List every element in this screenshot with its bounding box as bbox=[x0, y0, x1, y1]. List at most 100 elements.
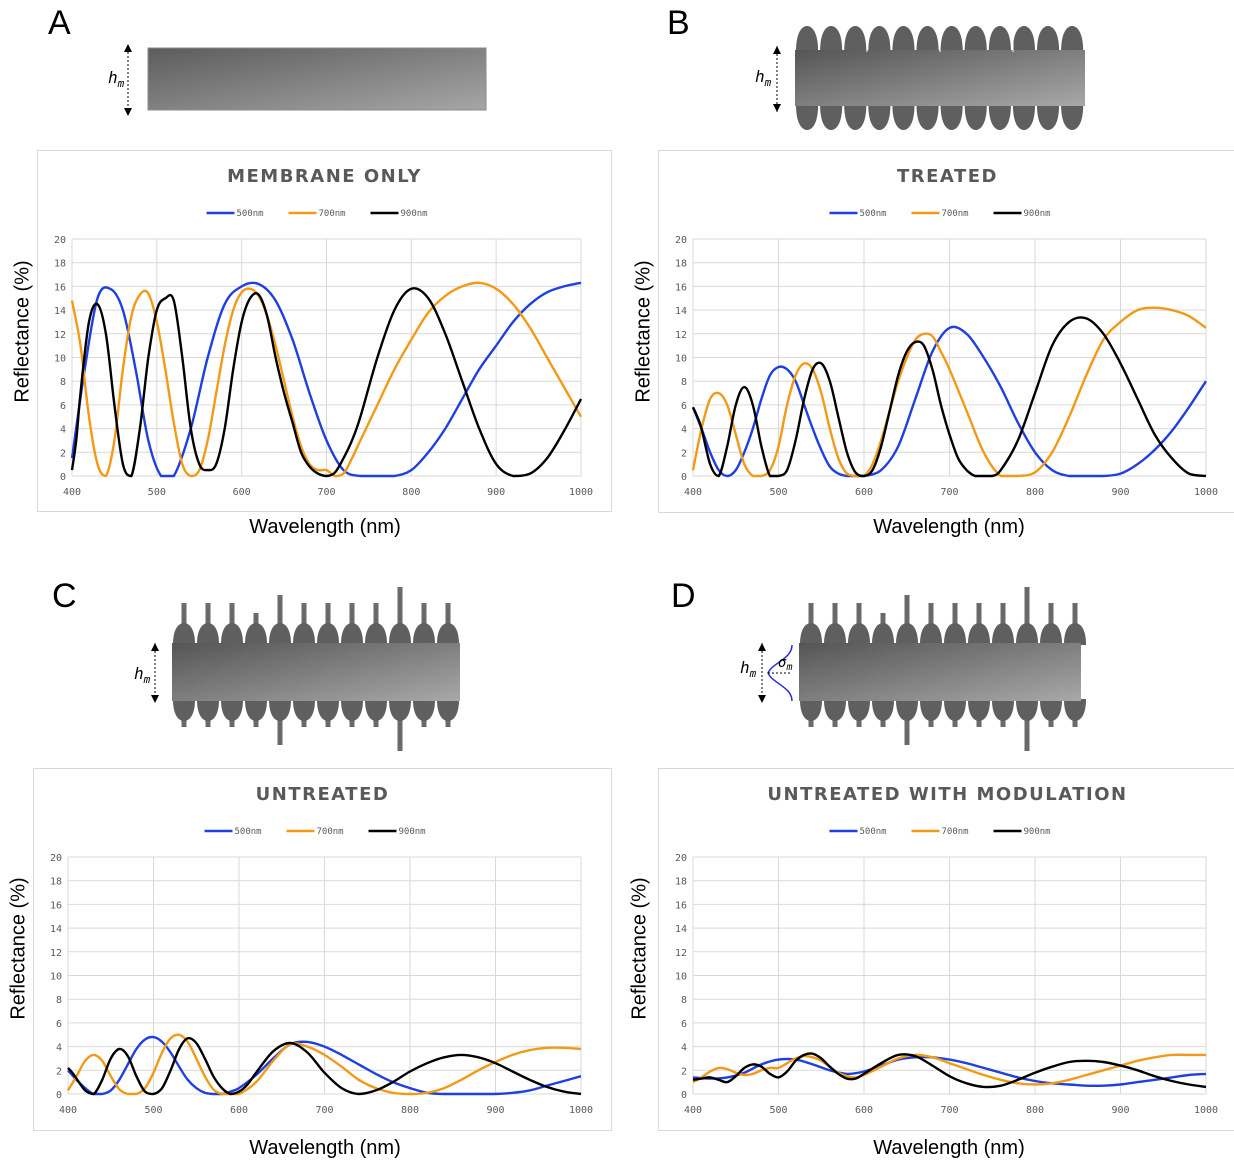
nanostructure-cap bbox=[220, 623, 244, 645]
x-tick-label: 500 bbox=[769, 1105, 787, 1116]
x-tick-label: 1000 bbox=[569, 487, 593, 498]
x-tick-label: 600 bbox=[233, 487, 251, 498]
nanostructure-cap bbox=[871, 699, 895, 721]
y-tick-label: 2 bbox=[681, 1066, 687, 1077]
nanostructure-cap bbox=[1015, 623, 1039, 645]
y-axis-label: Reflectance (%) bbox=[632, 260, 655, 403]
nanostructure-cap bbox=[847, 699, 871, 721]
nanostructure-cap bbox=[919, 699, 943, 721]
nanostructure-cap bbox=[940, 104, 963, 130]
legend: 500nm 700nm 900nm bbox=[829, 827, 1051, 837]
nanostructure-cap bbox=[412, 699, 436, 721]
y-tick-label: 12 bbox=[675, 330, 687, 341]
nanostructure-cap bbox=[1036, 104, 1060, 130]
nanopillar bbox=[904, 595, 910, 625]
legend-label: 500nm bbox=[235, 827, 262, 837]
nanopillar bbox=[904, 713, 910, 745]
nanostructure-cap bbox=[823, 623, 847, 645]
panel-d: D hm σm UNTREATED WITH MODULATION 500nm 70… bbox=[617, 577, 1234, 1167]
nanostructure-cap bbox=[316, 699, 340, 721]
treated-schematic: hm bbox=[755, 18, 1085, 130]
chart-frame: MEMBRANE ONLY 500nm 700nm 900nm 0 2 4 6 8 10 12 14… bbox=[37, 150, 612, 512]
membrane-block bbox=[172, 643, 460, 701]
x-axis-label: Wavelength (nm) bbox=[873, 1137, 1025, 1159]
y-tick-label: 10 bbox=[54, 354, 66, 365]
nanostructure-cap bbox=[943, 699, 967, 721]
series-line-500nm bbox=[692, 1055, 1207, 1088]
nanostructure-cap bbox=[871, 623, 895, 645]
y-tick-label: 6 bbox=[681, 401, 687, 412]
x-tick-label: 800 bbox=[402, 487, 420, 498]
legend-label: 500nm bbox=[237, 209, 264, 219]
nanopillar bbox=[880, 613, 886, 625]
nanostructure-cap bbox=[316, 623, 340, 645]
y-tick-label: 0 bbox=[681, 472, 687, 483]
y-axis-label: Reflectance (%) bbox=[7, 877, 30, 1020]
panel-c: C hm UNTREATED 500nm 700nm 900nm 0 2 4 6 8 10 12 1… bbox=[0, 577, 617, 1167]
chart-svg: 500nm 700nm 900nm 0 2 4 6 8 10 12 14 16 18 20 400 500 60… bbox=[54, 209, 593, 498]
nanostructure-cap bbox=[220, 699, 244, 721]
panel-letter: B bbox=[667, 4, 690, 42]
membrane-block bbox=[799, 643, 1081, 701]
chart-title: UNTREATED bbox=[255, 784, 390, 805]
series-line-900nm bbox=[70, 287, 583, 478]
x-tick-label: 800 bbox=[1026, 1105, 1044, 1116]
y-tick-label: 16 bbox=[54, 282, 66, 293]
nanopillar bbox=[373, 603, 379, 625]
chart-title: MEMBRANE ONLY bbox=[227, 166, 422, 187]
x-tick-label: 900 bbox=[1111, 1105, 1129, 1116]
y-tick-label: 12 bbox=[50, 948, 62, 959]
y-tick-label: 2 bbox=[60, 448, 66, 459]
y-tick-label: 16 bbox=[675, 900, 687, 911]
x-tick-label: 900 bbox=[487, 487, 505, 498]
y-tick-label: 20 bbox=[54, 235, 66, 246]
y-tick-label: 0 bbox=[56, 1090, 62, 1101]
nanostructure-cap bbox=[844, 104, 867, 130]
nanostructure-cap bbox=[292, 623, 316, 645]
nanostructure-cap bbox=[172, 699, 196, 721]
x-tick-label: 700 bbox=[940, 1105, 958, 1116]
nanostructure-cap bbox=[919, 623, 943, 645]
x-tick-label: 900 bbox=[1111, 487, 1129, 498]
nanostructure-cap bbox=[364, 699, 388, 721]
height-label: hm bbox=[134, 664, 151, 686]
legend-label: 700nm bbox=[942, 827, 969, 837]
nanopillar bbox=[397, 587, 403, 625]
legend-label: 700nm bbox=[942, 209, 969, 219]
nanostructure-cap bbox=[988, 104, 1011, 130]
nanopillar bbox=[445, 603, 451, 625]
nanostructure-cap bbox=[943, 623, 967, 645]
chart-svg: 500nm 700nm 900nm 0 2 4 6 8 10 12 14 16 18 20 400 500 60… bbox=[675, 827, 1218, 1116]
y-tick-label: 8 bbox=[681, 995, 687, 1006]
nanostructure-cap bbox=[916, 104, 939, 130]
y-axis-label: Reflectance (%) bbox=[628, 877, 651, 1020]
nanostructure-cap bbox=[268, 623, 292, 645]
y-tick-label: 12 bbox=[675, 948, 687, 959]
nanostructure-cap bbox=[340, 623, 364, 645]
y-tick-label: 6 bbox=[56, 1019, 62, 1030]
x-tick-label: 900 bbox=[486, 1105, 504, 1116]
nanopillar bbox=[928, 603, 934, 625]
nanostructure-cap bbox=[991, 699, 1015, 721]
x-tick-label: 800 bbox=[401, 1105, 419, 1116]
nanopillar bbox=[976, 603, 982, 625]
nanopillar bbox=[1024, 713, 1030, 751]
chart-svg: 500nm 700nm 900nm 0 2 4 6 8 10 12 14 16 18 20 400 500 60… bbox=[50, 827, 593, 1116]
y-tick-label: 6 bbox=[60, 401, 66, 412]
nanopillar bbox=[856, 603, 862, 625]
series-line-900nm bbox=[67, 1036, 582, 1096]
series-line-900nm bbox=[691, 316, 1207, 478]
nanostructure-cap bbox=[1063, 699, 1087, 721]
nanostructure-cap bbox=[868, 26, 891, 52]
x-tick-label: 500 bbox=[144, 1105, 162, 1116]
y-tick-label: 18 bbox=[675, 259, 687, 270]
membrane-block bbox=[147, 47, 487, 111]
series-line-500nm bbox=[70, 281, 582, 478]
x-tick-label: 1000 bbox=[569, 1105, 593, 1116]
y-tick-label: 18 bbox=[675, 877, 687, 888]
x-tick-label: 800 bbox=[1026, 487, 1044, 498]
nanostructure-cap bbox=[292, 699, 316, 721]
nanostructure-cap bbox=[1036, 26, 1060, 52]
x-tick-label: 700 bbox=[940, 487, 958, 498]
chart-title: TREATED bbox=[897, 166, 998, 187]
